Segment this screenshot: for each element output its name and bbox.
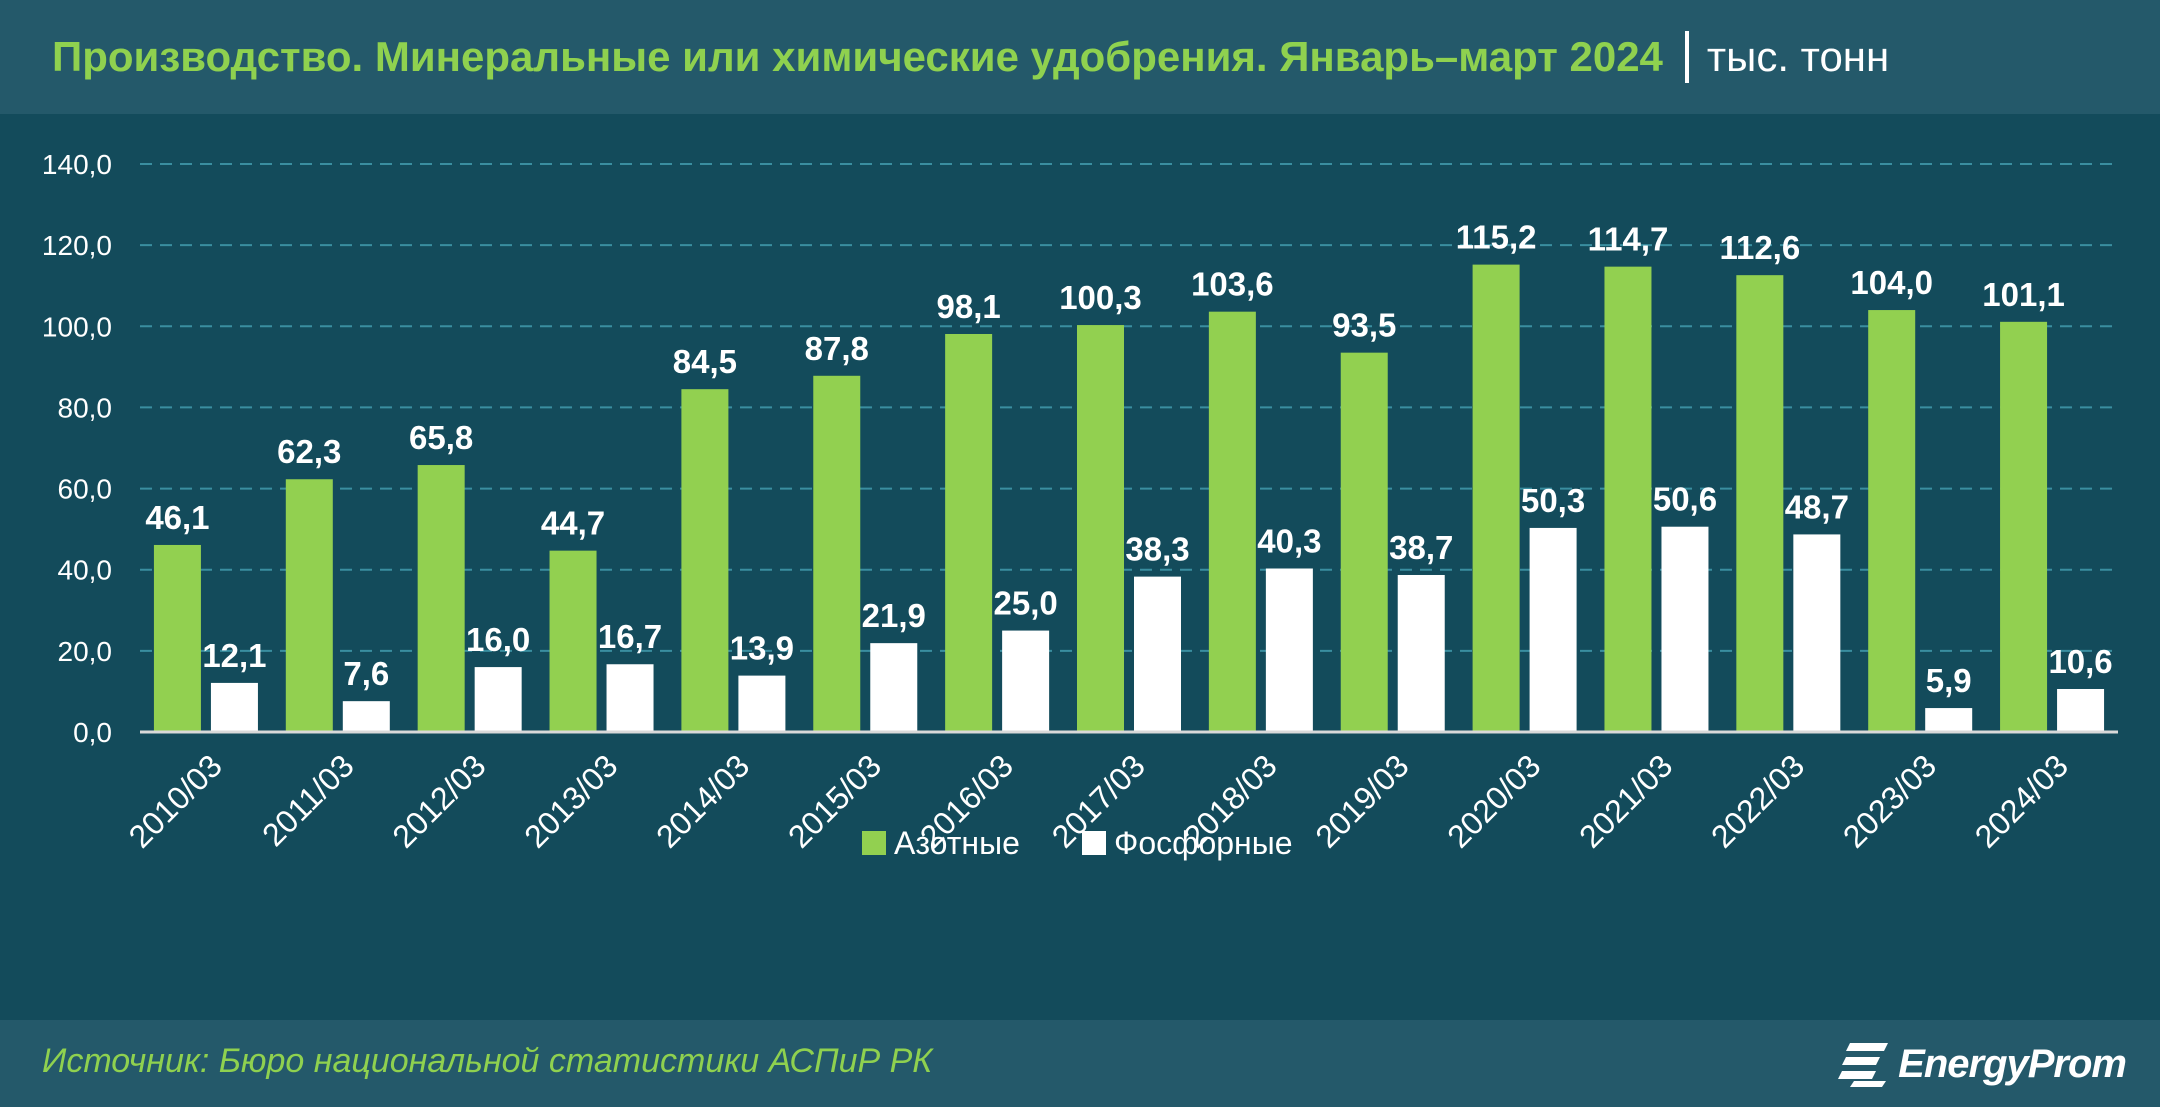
y-tick-label: 140,0: [42, 149, 112, 180]
source-note: Источник: Бюро национальной статистики А…: [42, 1042, 933, 1080]
bars: [153, 264, 2105, 732]
bar-azotnye: [813, 375, 861, 732]
data-label: 48,7: [1785, 488, 1849, 525]
data-label: 100,3: [1059, 279, 1142, 316]
bar-fosfornye: [210, 682, 258, 732]
bar-azotnye: [2000, 321, 2048, 732]
y-tick-label: 20,0: [58, 636, 113, 667]
bar-fosfornye: [1134, 576, 1181, 732]
data-label: 16,7: [598, 618, 662, 655]
bar-fosfornye: [738, 675, 786, 732]
data-label: 10,6: [2048, 643, 2112, 680]
x-tick-label: 2014/03: [649, 747, 756, 854]
legend-label: Азотные: [894, 825, 1020, 861]
data-label: 115,2: [1456, 219, 1537, 256]
data-label: 87,8: [805, 330, 869, 367]
x-tick-label: 2010/03: [122, 747, 229, 854]
bar-fosfornye: [870, 643, 918, 732]
legend-label: Фосфорные: [1114, 825, 1293, 861]
data-label: 62,3: [277, 433, 341, 470]
y-tick-label: 0,0: [73, 717, 112, 748]
y-tick-label: 100,0: [42, 311, 112, 342]
data-label: 103,6: [1191, 266, 1274, 303]
x-tick-label: 2011/03: [255, 747, 361, 853]
bar-azotnye: [549, 550, 597, 732]
data-label: 16,0: [466, 621, 530, 658]
bar-azotnye: [1604, 266, 1652, 732]
chart-footer: Источник: Бюро национальной статистики А…: [0, 1020, 2160, 1107]
data-label: 5,9: [1926, 662, 1972, 699]
bar-azotnye: [1472, 264, 1520, 732]
x-tick-label: 2013/03: [517, 747, 624, 854]
bar-fosfornye: [1397, 574, 1445, 732]
y-tick-label: 60,0: [58, 474, 113, 505]
y-tick-label: 80,0: [58, 392, 113, 423]
data-label: 84,5: [673, 343, 737, 380]
energyprom-logo-icon: [1838, 1043, 1889, 1087]
bar-fosfornye: [342, 701, 390, 732]
x-tick-label: 2019/03: [1308, 747, 1415, 854]
data-label: 112,6: [1719, 229, 1800, 266]
y-tick-label: 40,0: [58, 555, 113, 586]
bar-fosfornye: [1265, 568, 1313, 732]
data-label: 114,7: [1588, 221, 1669, 258]
data-label: 38,3: [1125, 531, 1189, 568]
data-label: 7,6: [343, 655, 389, 692]
bar-fosfornye: [606, 664, 654, 732]
x-tick-label: 2020/03: [1440, 747, 1547, 854]
data-label: 50,3: [1521, 482, 1585, 519]
chart-header: Производство. Минеральные или химические…: [0, 0, 2160, 114]
data-label: 65,8: [409, 419, 473, 456]
legend-swatch-fosfornye: [1082, 831, 1106, 855]
bar-fosfornye: [474, 667, 522, 732]
data-label: 40,3: [1257, 522, 1321, 559]
bar-fosfornye: [2057, 688, 2105, 732]
data-label: 104,0: [1850, 264, 1933, 301]
y-tick-label: 120,0: [42, 230, 112, 261]
data-label: 98,1: [937, 288, 1001, 325]
data-label: 12,1: [202, 637, 266, 674]
bar-azotnye: [681, 389, 729, 732]
bar-azotnye: [1077, 325, 1124, 732]
data-label: 44,7: [541, 505, 605, 542]
bar-azotnye: [285, 479, 333, 732]
legend-swatch-azotnye: [862, 831, 886, 855]
x-tick-label: 2024/03: [1968, 747, 2075, 854]
bar-fosfornye: [1925, 708, 1973, 732]
data-label: 46,1: [145, 499, 209, 536]
brand-name: EnergyProm: [1898, 1041, 2127, 1086]
chart-area: 0,0 20,0 40,0 60,0 80,0 100,0 120,0 140,0 46,1 12…: [0, 114, 2160, 1020]
data-label: 21,9: [862, 597, 926, 634]
x-tick-label: 2022/03: [1704, 747, 1811, 854]
bar-azotnye: [1868, 310, 1916, 732]
brand-logo: EnergyProm: [1836, 1034, 2127, 1094]
data-label: 101,1: [1982, 276, 2065, 313]
bar-azotnye: [1736, 275, 1784, 732]
data-label: 13,9: [730, 630, 794, 667]
bar-fosfornye: [1661, 526, 1709, 732]
bar-azotnye: [1208, 311, 1256, 732]
title-separator: [1684, 31, 1689, 83]
data-label: 50,6: [1653, 481, 1717, 518]
x-tick-label: 2021/03: [1572, 747, 1679, 854]
x-tick-label: 2012/03: [385, 747, 492, 854]
legend: Азотные Фосфорные: [862, 825, 1293, 861]
bar-azotnye: [945, 333, 993, 732]
bar-azotnye: [153, 544, 201, 732]
chart-title: Производство. Минеральные или химические…: [52, 33, 1663, 80]
bar-azotnye: [1340, 352, 1388, 732]
bar-fosfornye: [1793, 534, 1841, 732]
gridlines: [140, 163, 2118, 652]
x-tick-label: 2023/03: [1836, 747, 1943, 854]
data-label: 25,0: [994, 585, 1058, 622]
bar-chart: 0,0 20,0 40,0 60,0 80,0 100,0 120,0 140,0 46,1 12…: [42, 149, 2118, 861]
bar-azotnye: [417, 465, 465, 732]
data-label: 38,7: [1389, 529, 1453, 566]
bar-fosfornye: [1529, 527, 1577, 732]
unit-label: тыс. тонн: [1706, 33, 1890, 80]
bar-fosfornye: [1002, 630, 1050, 732]
data-label: 93,5: [1332, 307, 1396, 344]
